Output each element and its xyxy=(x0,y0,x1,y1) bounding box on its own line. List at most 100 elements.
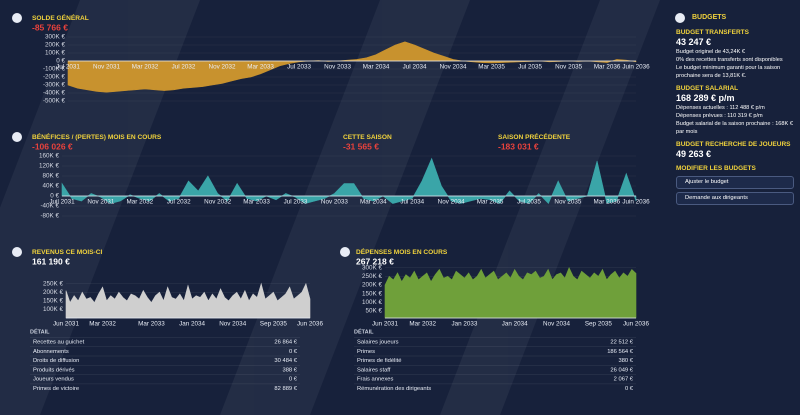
annotation-value: -183 031 € xyxy=(498,141,539,151)
x-tick-label: Mar 2032 xyxy=(127,199,154,206)
row-label: Rémunération des dirigeants xyxy=(357,386,431,392)
x-tick-label: Nov 2032 xyxy=(209,64,236,71)
y-tick-label: 200K € xyxy=(43,289,63,296)
x-tick-label: Sep 2035 xyxy=(260,321,287,328)
y-tick-label: 150K € xyxy=(43,298,63,305)
x-tick-label: Mar 2033 xyxy=(138,321,165,328)
adjust-button[interactable]: Ajuster le budget xyxy=(676,176,794,189)
y-tick-label: 100K € xyxy=(45,50,65,57)
headline-value: 161 190 € xyxy=(32,256,70,266)
x-tick-label: Jun 2031 xyxy=(372,321,398,328)
request-button[interactable]: Demande aux dirigeants xyxy=(676,192,794,205)
x-tick-label: Nov 2032 xyxy=(204,199,231,206)
section-icons xyxy=(12,13,685,257)
row-value: 0 € xyxy=(625,386,634,392)
section-title: BUDGET RECHERCHE DE JOUEURS xyxy=(676,141,791,148)
y-tick-label: -300K € xyxy=(43,82,66,89)
note: Le budget minimum garanti pour la saison… xyxy=(676,65,781,79)
row-label: Salaires joueurs xyxy=(357,340,399,346)
x-tick-label: Jul 2035 xyxy=(518,64,542,71)
x-tick-label: Juil 2031 xyxy=(49,199,75,206)
row-label: Frais annexes xyxy=(357,377,394,383)
annotation-value: -31 565 € xyxy=(343,141,379,151)
x-tick-label: Mar 2035 xyxy=(478,64,505,71)
row-value: 380 € xyxy=(618,358,633,364)
y-tick-label: 100K € xyxy=(43,306,63,313)
x-tick-label: Jul 2031 xyxy=(56,64,80,71)
x-tick-label: Nov 2034 xyxy=(219,321,246,328)
row-label: Droits de diffusion xyxy=(33,358,79,364)
row-value: 26 049 € xyxy=(610,367,633,373)
x-tick-label: Jul 2034 xyxy=(403,64,427,71)
headline-value: 267 218 € xyxy=(356,256,394,266)
x-tick-label: Mar 2035 xyxy=(477,199,504,206)
amount: 43 247 € xyxy=(676,37,712,47)
amount: 168 289 € p/m xyxy=(676,93,735,103)
x-tick-label: Nov 2034 xyxy=(438,199,465,206)
row-value: 2 067 € xyxy=(614,377,634,383)
y-tick-label: 0 € xyxy=(50,193,59,200)
x-tick-label: Jul 2032 xyxy=(167,199,191,206)
detail-title: DÉTAIL xyxy=(30,327,50,335)
detail-title: DÉTAIL xyxy=(354,327,374,335)
annotation-title: SAISON PRÉCÉDENTE xyxy=(498,132,571,141)
y-tick-label: 40K € xyxy=(43,183,60,190)
x-tick-label: Mar 2033 xyxy=(243,199,270,206)
row-label: Primes de victoire xyxy=(33,386,79,392)
section-title: BUDGET SALARIAL xyxy=(676,85,739,92)
x-tick-label: Mar 2032 xyxy=(132,64,159,71)
row-value: 82 889 € xyxy=(274,386,297,392)
y-tick-label: -400K € xyxy=(43,90,66,97)
area xyxy=(65,282,311,319)
amount: 49 263 € xyxy=(676,149,712,159)
x-tick-label: Nov 2031 xyxy=(87,199,114,206)
x-tick-label: Mar 2033 xyxy=(247,64,274,71)
row-value: 0 € xyxy=(289,349,298,355)
chart-title: BÉNÉFICES / (PERTES) MOIS EN COURS xyxy=(32,132,162,141)
y-tick-label: -500K € xyxy=(43,98,66,105)
chart-title: DÉPENSES MOIS EN COURS xyxy=(356,247,448,256)
row-label: Joueurs vendus xyxy=(33,377,74,383)
x-tick-label: Mar 2036 xyxy=(594,199,621,206)
x-tick-label: Jun 2036 xyxy=(623,321,649,328)
x-tick-label: Juin 2036 xyxy=(622,199,650,206)
note: Dépenses actuelles : 112 488 € p/m xyxy=(676,105,765,111)
x-tick-label: Nov 2034 xyxy=(543,321,570,328)
row-label: Recettes au guichet xyxy=(33,340,85,346)
area xyxy=(61,157,637,205)
x-tick-label: Jan 2034 xyxy=(179,321,205,328)
budgets-panel: BUDGETS BUDGET TRANSFERTS 43 247 € Budge… xyxy=(676,12,794,205)
x-tick-label: Jan 2033 xyxy=(452,321,478,328)
note: Budget originel de 43,24K € xyxy=(676,49,746,55)
y-tick-label: -40K € xyxy=(40,203,59,210)
x-tick-label: Nov 2034 xyxy=(440,64,467,71)
x-tick-label: Sep 2035 xyxy=(585,321,612,328)
y-tick-label: -100K € xyxy=(43,66,66,73)
area xyxy=(67,41,637,93)
row-value: 26 864 € xyxy=(274,340,297,346)
y-tick-label: 200K € xyxy=(362,282,382,289)
row-value: 388 € xyxy=(282,367,297,373)
section-title: MODIFIER LES BUDGETS xyxy=(676,165,756,172)
x-tick-label: Jan 2034 xyxy=(502,321,528,328)
chart-title: REVENUS CE MOIS-CI xyxy=(32,249,103,256)
headline-value: -106 026 € xyxy=(32,141,73,151)
x-tick-label: Nov 2033 xyxy=(321,199,348,206)
y-tick-label: 250K € xyxy=(43,280,63,287)
y-tick-label: 200K € xyxy=(45,42,65,49)
note: Budget salarial de la saison prochaine :… xyxy=(676,121,793,135)
row-value: 22 512 € xyxy=(610,340,633,346)
row-value: 0 € xyxy=(289,377,298,383)
row-label: Abonnements xyxy=(33,349,69,355)
y-tick-label: 300K € xyxy=(45,34,65,41)
note: Dépenses prévues : 110 319 € p/m xyxy=(676,113,763,119)
y-tick-label: -80K € xyxy=(40,213,59,220)
x-tick-label: Jul 2032 xyxy=(172,64,196,71)
y-tick-label: 100K € xyxy=(362,299,382,306)
row-label: Primes de fidélité xyxy=(357,358,401,364)
x-tick-label: Jun 2031 xyxy=(53,321,79,328)
x-tick-label: Jul 2033 xyxy=(284,199,308,206)
annotation-title: CETTE SAISON xyxy=(343,134,392,141)
x-tick-label: Nov 2035 xyxy=(555,64,582,71)
